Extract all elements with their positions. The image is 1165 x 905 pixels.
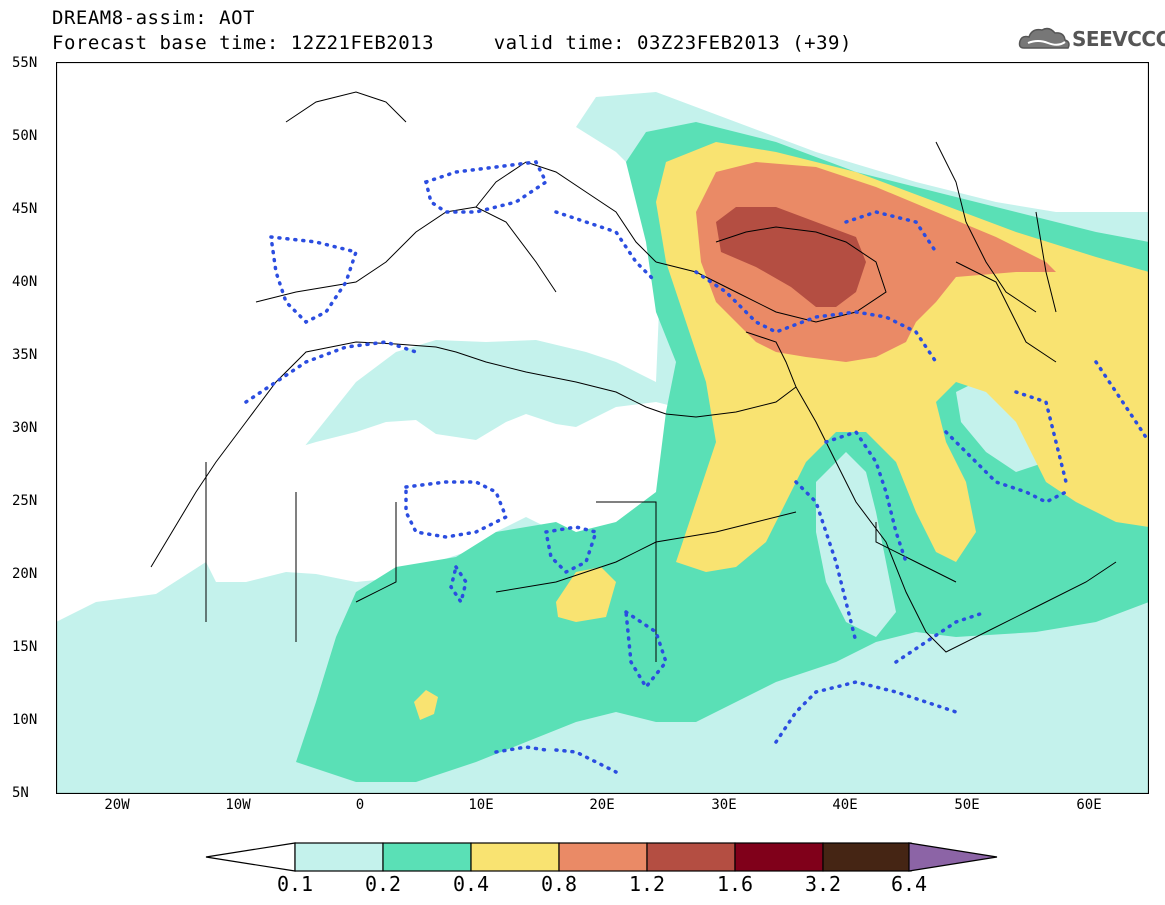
x-tick-label: 0	[355, 797, 365, 813]
colorbar-label: 1.2	[628, 872, 666, 896]
y-tick-label: 55N	[12, 55, 38, 71]
colorbar-label: 6.4	[890, 872, 928, 896]
colorbar-under-arrow	[205, 842, 296, 872]
y-tick-label: 40N	[12, 274, 38, 290]
y-tick-label: 20N	[12, 566, 38, 582]
y-tick-label: 35N	[12, 347, 38, 363]
colorbar-swatch	[558, 842, 648, 872]
x-tick-label: 10E	[468, 797, 494, 813]
y-tick-label: 5N	[12, 785, 29, 801]
colorbar-label: 0.1	[276, 872, 314, 896]
y-tick-label: 15N	[12, 639, 38, 655]
colorbar	[205, 842, 998, 872]
cloud-logo-icon	[1018, 27, 1070, 49]
x-tick-label: 40E	[832, 797, 858, 813]
colorbar-swatch	[646, 842, 736, 872]
colorbar-label: 0.2	[364, 872, 402, 896]
colorbar-swatch	[734, 842, 824, 872]
colorbar-over-arrow	[908, 842, 998, 872]
seevccc-logo: SEEVCCC	[1018, 24, 1165, 54]
colorbar-label: 3.2	[804, 872, 842, 896]
aot-map	[56, 62, 1149, 794]
x-tick-label: 10W	[225, 797, 251, 813]
dust-contours	[244, 160, 1149, 774]
colorbar-label: 0.4	[452, 872, 490, 896]
x-tick-label: 50E	[954, 797, 980, 813]
colorbar-swatch	[294, 842, 384, 872]
aot-band-1.2	[716, 207, 866, 307]
y-tick-label: 25N	[12, 493, 38, 509]
x-tick-label: 60E	[1076, 797, 1102, 813]
x-tick-label: 30E	[711, 797, 737, 813]
colorbar-label: 1.6	[716, 872, 754, 896]
logo-text: SEEVCCC	[1072, 27, 1165, 51]
colorbar-swatch	[382, 842, 472, 872]
colorbar-swatch	[470, 842, 560, 872]
y-tick-label: 30N	[12, 420, 38, 436]
y-tick-label: 10N	[12, 712, 38, 728]
colorbar-label: 0.8	[540, 872, 578, 896]
x-tick-label: 20W	[104, 797, 130, 813]
title-line-2: Forecast base time: 12Z21FEB2013 valid t…	[52, 32, 852, 54]
y-tick-label: 45N	[12, 201, 38, 217]
title-line-1: DREAM8-assim: AOT	[52, 7, 255, 29]
y-tick-label: 50N	[12, 128, 38, 144]
x-tick-label: 20E	[589, 797, 615, 813]
colorbar-swatch	[822, 842, 912, 872]
coastlines	[150, 91, 1117, 662]
